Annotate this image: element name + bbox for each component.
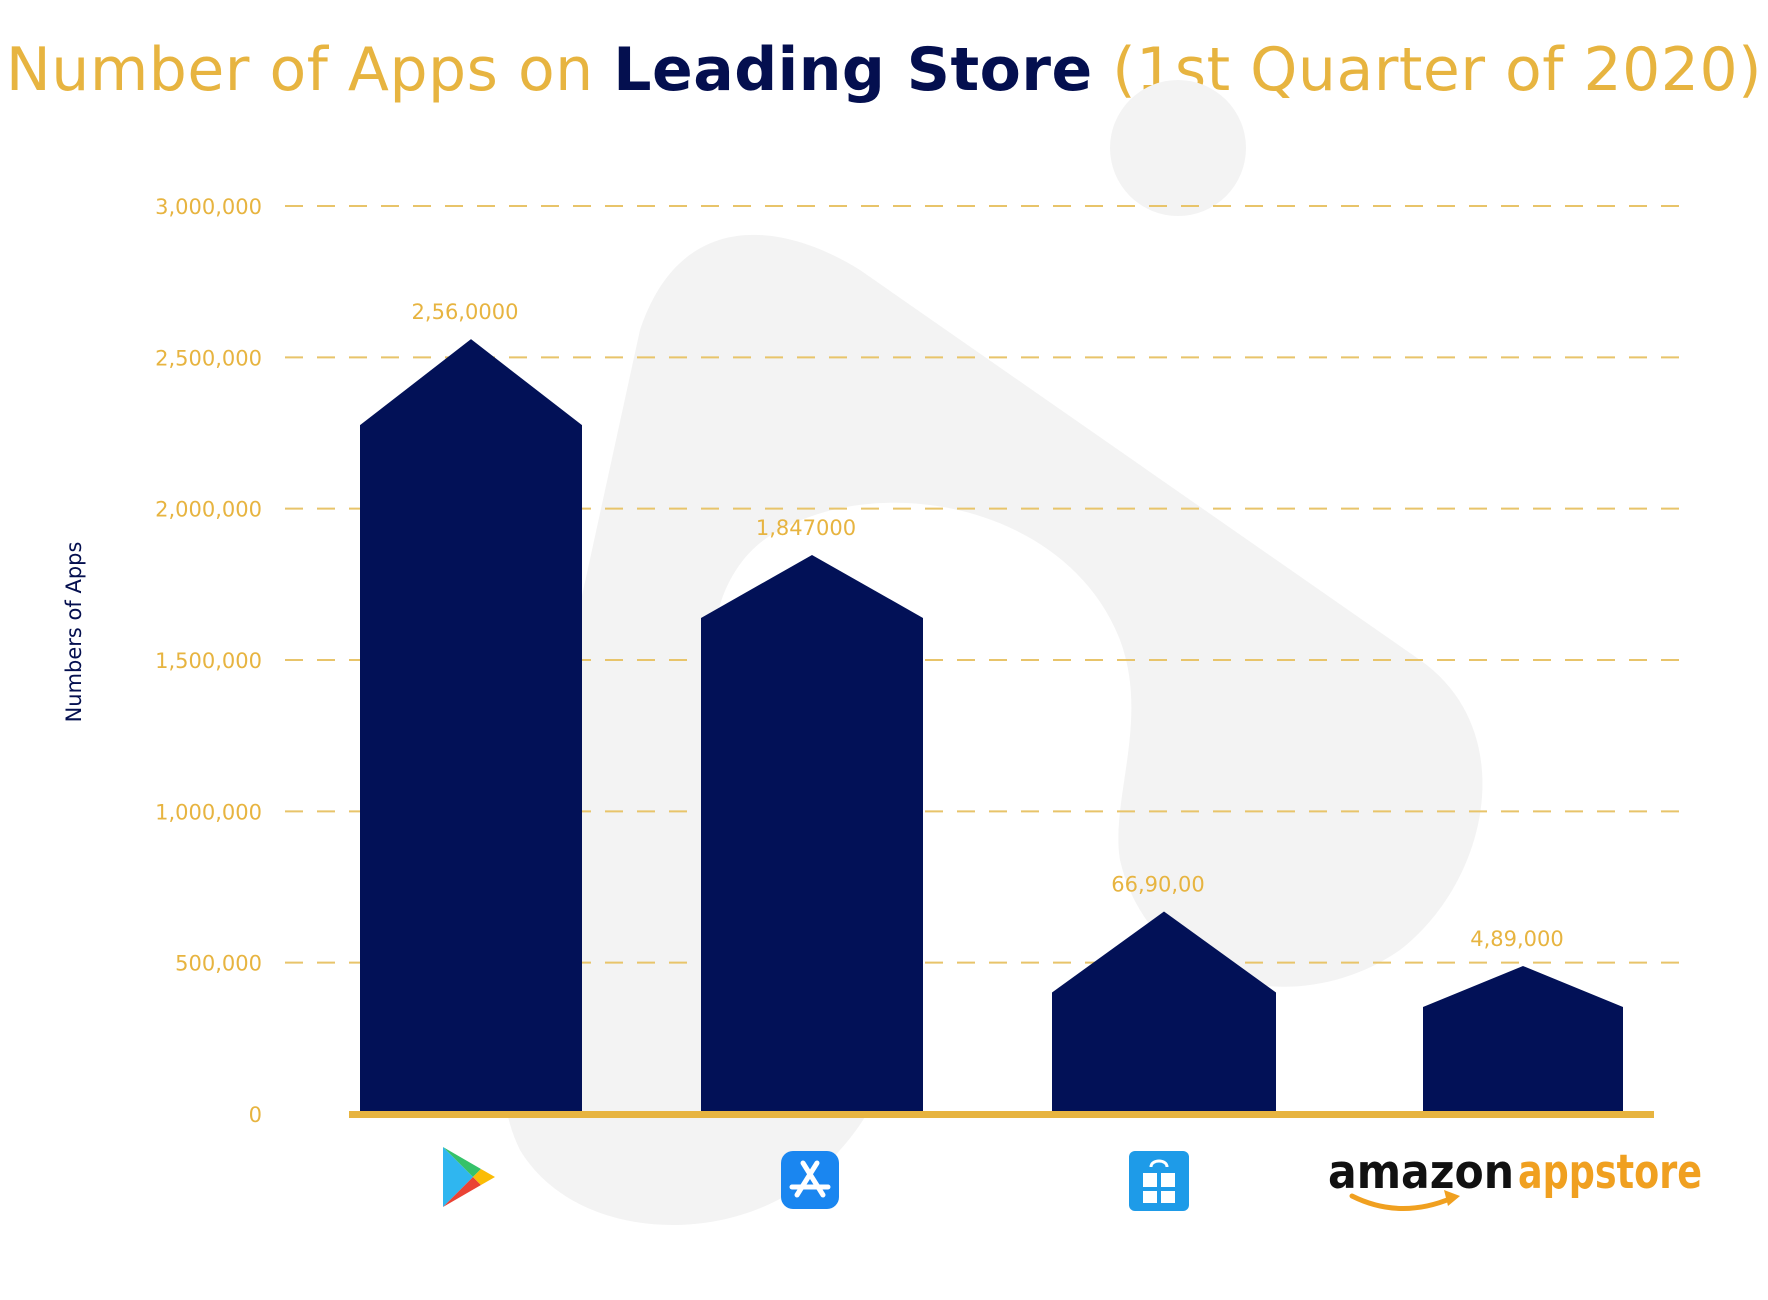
y-axis-label: Numbers of Apps (62, 542, 86, 723)
y-tick-label: 3,000,000 (155, 195, 262, 219)
watermark-logo (501, 80, 1483, 1226)
app-store-icon (781, 1151, 839, 1209)
amazon-smile-icon (1349, 1193, 1455, 1211)
x-axis (349, 1111, 1654, 1118)
bar (1423, 965, 1623, 1114)
y-tick-label: 500,000 (175, 952, 262, 976)
bars (360, 339, 1623, 1114)
data-label: 1,847000 (756, 516, 856, 540)
bar (1052, 911, 1276, 1114)
chart-title: Number of Apps on Leading Store (1st Qua… (0, 28, 1768, 112)
y-axis-ticks: 0 500,000 1,000,000 1,500,000 2,000,000 2,500… (155, 195, 262, 1127)
google-play-icon (443, 1147, 495, 1207)
y-tick-label: 2,000,000 (155, 498, 262, 522)
chart-title-part3: (1st Quarter of 2020) (1092, 35, 1763, 105)
data-label: 66,90,00 (1111, 873, 1205, 897)
data-labels: 2,56,0000 1,847000 66,90,00 4,89,000 (412, 300, 1564, 951)
bar (360, 339, 582, 1114)
bar (701, 554, 923, 1114)
y-tick-label: 1,500,000 (155, 649, 262, 673)
chart-title-part2: Leading Store (613, 35, 1093, 105)
y-tick-label: 1,000,000 (155, 800, 262, 824)
amazon-smile-arrow-icon (1444, 1190, 1460, 1206)
x-axis-line (349, 1111, 1654, 1118)
amazon-logo-word: amazon (1328, 1145, 1514, 1200)
microsoft-store-icon (1129, 1151, 1189, 1211)
data-label: 2,56,0000 (412, 300, 519, 324)
amazon-appstore-logo: amazon appstore (1328, 1145, 1702, 1211)
category-icons: amazon appstore (443, 1145, 1702, 1211)
data-label: 4,89,000 (1470, 927, 1564, 951)
chart-title-part1: Number of Apps on (5, 35, 614, 105)
y-tick-label: 2,500,000 (155, 346, 262, 370)
y-tick-label: 0 (249, 1103, 262, 1127)
appstore-logo-word: appstore (1518, 1145, 1702, 1200)
